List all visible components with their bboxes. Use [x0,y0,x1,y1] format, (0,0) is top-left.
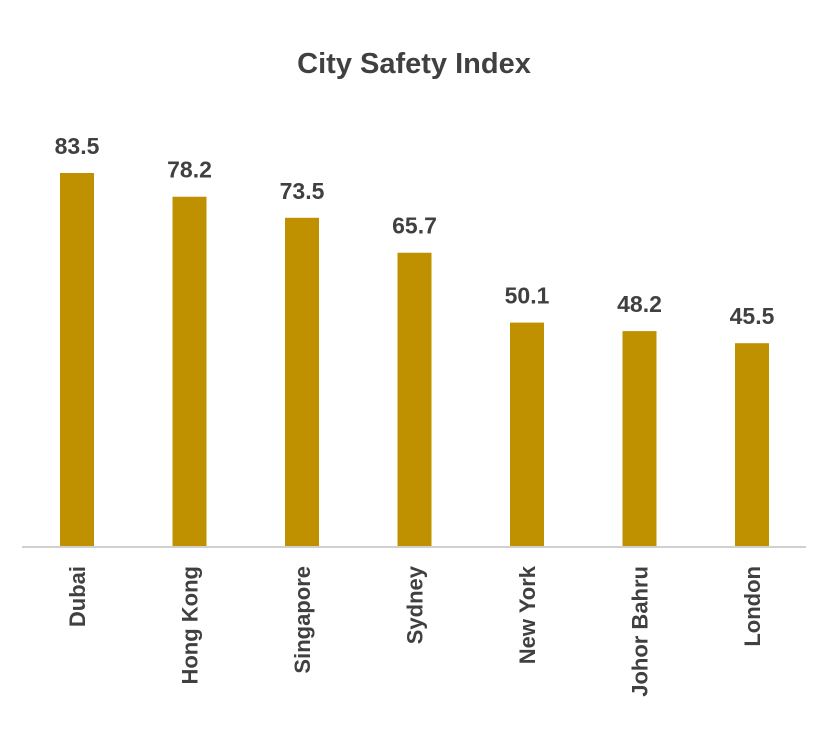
bar-sydney [397,252,432,548]
category-label-sydney: Sydney [403,565,428,644]
bars-group [60,173,769,548]
bar-hong-kong [172,196,207,548]
value-label-hong-kong: 78.2 [167,157,212,183]
value-label-sydney: 65.7 [392,213,437,239]
category-labels-group: Dubai Hong Kong Singapore Sydney New York Joh… [65,565,765,697]
bar-london [735,343,769,547]
category-label-johor-bahru: Johor Bahru [628,566,653,697]
value-label-dubai: 83.5 [55,133,100,159]
category-label-new-york: New York [515,565,540,664]
value-label-new-york: 50.1 [505,283,550,309]
value-label-london: 45.5 [730,303,775,329]
bar-new-york [510,322,544,547]
value-label-johor-bahru: 48.2 [617,291,662,317]
category-label-london: London [740,566,765,647]
category-label-dubai: Dubai [65,566,90,627]
category-label-hong-kong: Hong Kong [178,566,203,685]
value-labels-group: 83.5 78.2 73.5 65.7 50.1 48.2 45.5 [55,133,775,329]
value-label-singapore: 73.5 [280,178,325,204]
category-label-singapore: Singapore [290,566,315,674]
bar-johor-bahru [622,331,657,547]
chart-title: City Safety Index [297,48,531,80]
bar-dubai [60,173,94,547]
bar-singapore [285,217,319,548]
